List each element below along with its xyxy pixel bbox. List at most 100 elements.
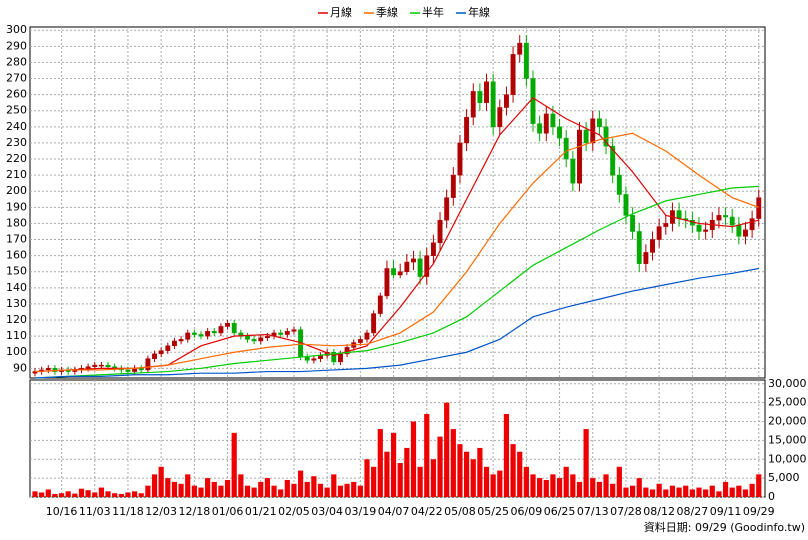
candle-body bbox=[152, 353, 157, 359]
volume-bar bbox=[490, 474, 496, 497]
volume-bar bbox=[430, 459, 436, 497]
volume-bar bbox=[424, 413, 430, 497]
volume-bar bbox=[85, 490, 91, 497]
y-tick-label: 280 bbox=[6, 55, 27, 68]
volume-bar bbox=[689, 489, 695, 497]
candle-body bbox=[191, 332, 197, 335]
volume-bar bbox=[497, 470, 503, 497]
volume-bar bbox=[756, 474, 762, 497]
y-tick-label: 160 bbox=[6, 249, 27, 262]
y-tick-label: 250 bbox=[6, 104, 27, 117]
y-tick-label: 260 bbox=[6, 88, 27, 101]
volume-bar bbox=[563, 466, 569, 497]
volume-bar bbox=[324, 487, 330, 497]
volume-bar bbox=[517, 451, 523, 497]
candle-body bbox=[457, 142, 463, 176]
candle-body bbox=[424, 255, 430, 277]
volume-bar bbox=[58, 493, 65, 497]
volume-bar bbox=[158, 466, 164, 497]
y-tick-label: 190 bbox=[6, 200, 27, 213]
volume-bar bbox=[649, 489, 656, 497]
candle-body bbox=[630, 215, 636, 232]
volume-bar bbox=[503, 413, 510, 497]
volume-bar bbox=[676, 487, 682, 497]
volume-bar bbox=[444, 402, 450, 497]
candle-body bbox=[165, 345, 171, 351]
volume-bar bbox=[317, 483, 324, 497]
volume-bar bbox=[742, 489, 749, 497]
candle-body bbox=[318, 355, 323, 359]
candle-body bbox=[245, 335, 250, 340]
volume-bar bbox=[98, 487, 104, 497]
volume-bar bbox=[244, 485, 251, 497]
x-tick-label: 04/22 bbox=[411, 505, 443, 518]
volume-bar bbox=[749, 483, 755, 497]
x-tick-label: 11/18 bbox=[112, 505, 144, 518]
volume-bar bbox=[39, 492, 45, 497]
volume-bar bbox=[656, 483, 662, 497]
candle-body bbox=[258, 337, 264, 342]
volume-bar bbox=[636, 478, 642, 497]
volume-tick-label: 5,000 bbox=[768, 471, 800, 484]
y-tick-label: 210 bbox=[6, 168, 27, 181]
volume-bar bbox=[550, 474, 556, 497]
volume-bar bbox=[709, 485, 715, 497]
volume-bar bbox=[736, 485, 742, 497]
candle-body bbox=[231, 323, 237, 334]
x-tick-label: 11/03 bbox=[79, 505, 111, 518]
moving-average-line bbox=[34, 97, 759, 373]
candle-body bbox=[477, 91, 483, 103]
candle-body bbox=[171, 340, 177, 347]
volume-bar bbox=[32, 491, 38, 497]
candle-body bbox=[158, 350, 164, 355]
candle-body bbox=[577, 129, 582, 184]
volume-bar bbox=[258, 481, 264, 497]
volume-bar bbox=[630, 485, 636, 497]
volume-bar bbox=[404, 447, 410, 497]
volume-bar bbox=[337, 485, 344, 497]
x-tick-label: 04/07 bbox=[378, 505, 410, 518]
x-tick-label: 08/27 bbox=[677, 505, 709, 518]
candle-body bbox=[417, 258, 423, 277]
candle-body bbox=[643, 252, 649, 264]
volume-bar bbox=[603, 474, 609, 497]
volume-bar bbox=[384, 451, 390, 497]
volume-bar bbox=[643, 487, 649, 497]
volume-bar bbox=[397, 463, 403, 497]
x-tick-label: 07/28 bbox=[610, 505, 642, 518]
volume-bar bbox=[351, 481, 357, 497]
volume-bar bbox=[238, 474, 244, 497]
candle-body bbox=[444, 197, 450, 221]
volume-bar bbox=[576, 481, 583, 497]
x-tick-label: 03/04 bbox=[311, 505, 343, 518]
volume-bar bbox=[344, 483, 350, 497]
volume-bar bbox=[298, 470, 304, 497]
candle-body bbox=[205, 331, 211, 337]
volume-bar bbox=[696, 487, 702, 497]
candle-body bbox=[596, 118, 602, 128]
volume-bar bbox=[364, 459, 370, 497]
candle-body bbox=[284, 331, 290, 335]
volume-bar bbox=[470, 459, 476, 497]
volume-bar bbox=[537, 478, 543, 497]
volume-bar bbox=[125, 492, 131, 497]
candle-body bbox=[749, 218, 755, 231]
candle-body bbox=[563, 137, 569, 160]
volume-bar bbox=[178, 483, 184, 497]
candle-body bbox=[743, 229, 748, 237]
x-tick-label: 05/08 bbox=[444, 505, 476, 518]
volume-panel bbox=[29, 379, 766, 498]
price-panel bbox=[29, 26, 766, 379]
candle-body bbox=[264, 335, 270, 338]
volume-bar bbox=[523, 466, 529, 497]
volume-bar bbox=[78, 488, 85, 497]
volume-bar bbox=[390, 432, 397, 497]
volume-bar bbox=[205, 478, 211, 497]
volume-bar bbox=[722, 481, 729, 497]
x-tick-label: 07/13 bbox=[577, 505, 609, 518]
legend-label: 半年 bbox=[422, 5, 444, 19]
volume-bar bbox=[663, 489, 669, 497]
candle-body bbox=[437, 219, 443, 244]
candle-body bbox=[105, 364, 111, 367]
x-tick-label: 01/06 bbox=[212, 505, 244, 518]
